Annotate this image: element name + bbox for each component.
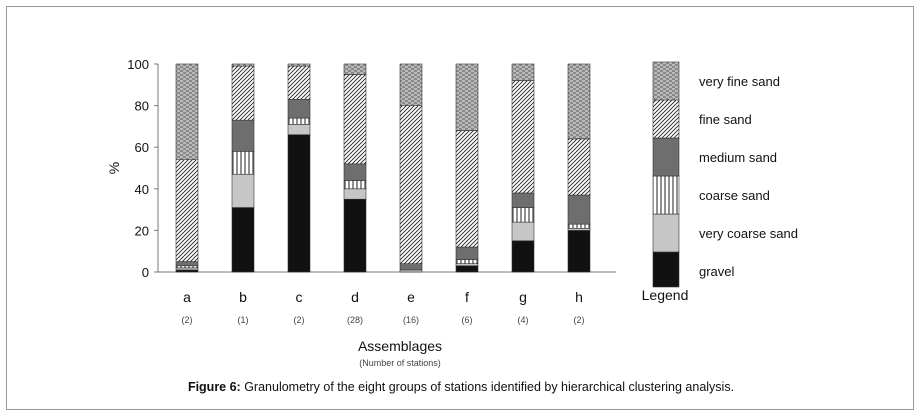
- bar-segment-c-cs: [287, 117, 311, 125]
- bar-segment-g-fs: [511, 80, 535, 194]
- x-tick-sublabel-e: (16): [403, 315, 419, 325]
- bar-segment-c-ms: [287, 99, 311, 119]
- figure-caption-label: Figure 6:: [187, 380, 241, 394]
- legend-title: Legend: [642, 287, 689, 303]
- bar-segment-a-cs: [175, 265, 199, 269]
- legend-label-vcs: very coarse sand: [699, 226, 798, 241]
- legend-swatch-ms: [652, 137, 680, 177]
- figure-caption: Figure 6: Granulometry of the eight grou…: [0, 380, 922, 394]
- legend-swatch-fs: [652, 99, 680, 139]
- bar-segment-b-fs: [231, 65, 255, 121]
- bar-segment-a-fs: [175, 159, 199, 262]
- legend-swatch-gravel: [652, 251, 680, 288]
- legend-swatch-vcs: [652, 213, 680, 253]
- x-tick-label-g: g: [519, 289, 527, 305]
- bar-segment-f-fs: [455, 130, 479, 248]
- legend-label-ms: medium sand: [699, 150, 777, 165]
- bar-segment-f-cs: [455, 259, 479, 264]
- bar-stack-f: [455, 63, 479, 273]
- x-tick-sublabel-f: (6): [462, 315, 473, 325]
- bar-segment-f-vfs: [455, 63, 479, 131]
- x-tick-label-a: a: [183, 289, 191, 305]
- bar-segment-f-vcs: [455, 263, 479, 267]
- x-tick-label-b: b: [239, 289, 247, 305]
- bar-segment-h-vfs: [567, 63, 591, 140]
- x-tick-sublabel-h: (2): [574, 315, 585, 325]
- bar-segment-c-gravel: [287, 134, 311, 273]
- legend: gravel very coarse sand coarse sand medium …: [652, 61, 798, 288]
- bar-segment-a-vfs: [175, 63, 199, 160]
- y-axis: [157, 64, 616, 273]
- legend-label-vfs: very fine sand: [699, 74, 780, 89]
- x-tick-label-c: c: [296, 289, 303, 305]
- legend-label-gravel: gravel: [699, 264, 735, 279]
- y-tick-label: 40: [135, 182, 149, 197]
- x-tick-sublabel-d: (28): [347, 315, 363, 325]
- y-tick-label: 80: [135, 99, 149, 114]
- bar-segment-e-vcs: [399, 269, 423, 273]
- y-tick-label: 20: [135, 223, 149, 238]
- legend-swatch-cs: [652, 175, 680, 215]
- bar-segment-e-fs: [399, 105, 423, 264]
- figure-caption-text: Granulometry of the eight groups of stat…: [240, 380, 735, 394]
- bar-segment-a-ms: [175, 261, 199, 267]
- legend-label-cs: coarse sand: [699, 188, 770, 203]
- bar-segment-a-vcs: [175, 267, 199, 271]
- bar-segment-g-vfs: [511, 63, 535, 81]
- bar-stack-b: [231, 63, 255, 273]
- x-tick-sublabel-g: (4): [518, 315, 529, 325]
- bar-segment-d-cs: [343, 180, 367, 190]
- bar-segment-f-ms: [455, 246, 479, 260]
- x-tick-label-d: d: [351, 289, 359, 305]
- bar-segment-e-vfs: [399, 63, 423, 106]
- bar-segment-b-vcs: [231, 173, 255, 208]
- bar-segment-g-cs: [511, 207, 535, 223]
- x-tick-sublabel-b: (1): [238, 315, 249, 325]
- bar-segment-f-gravel: [455, 265, 479, 273]
- bar-segment-h-ms: [567, 194, 591, 225]
- x-axis-label: Assemblages: [358, 338, 442, 354]
- y-tick-label: 0: [142, 265, 149, 280]
- bar-segment-g-ms: [511, 192, 535, 208]
- y-tick-label: 60: [135, 140, 149, 155]
- legend-label-fs: fine sand: [699, 112, 752, 127]
- bar-segment-d-fs: [343, 74, 367, 165]
- bar-stack-d: [343, 63, 367, 273]
- x-tick-label-f: f: [465, 289, 469, 305]
- bar-segment-b-cs: [231, 151, 255, 175]
- bar-segment-d-vfs: [343, 63, 367, 75]
- bar-segment-h-fs: [567, 138, 591, 196]
- bar-segment-h-gravel: [567, 230, 591, 273]
- bar-segment-a-gravel: [175, 269, 199, 273]
- bar-stack-c: [287, 63, 311, 273]
- x-tick-label-h: h: [575, 289, 583, 305]
- bar-segment-b-vfs: [231, 63, 255, 67]
- bar-segment-c-vfs: [287, 63, 311, 67]
- bar-stack-h: [567, 63, 591, 273]
- bar-segment-c-vcs: [287, 124, 311, 136]
- bar-stack-a: [175, 63, 199, 273]
- bar-stack-g: [511, 63, 535, 273]
- bar-segment-g-gravel: [511, 240, 535, 273]
- bar-segment-d-gravel: [343, 198, 367, 273]
- x-axis-sublabel: (Number of stations): [359, 358, 441, 368]
- bar-segment-d-vcs: [343, 188, 367, 200]
- x-tick-sublabel-a: (2): [182, 315, 193, 325]
- legend-swatch-vfs: [652, 61, 680, 101]
- bar-segment-b-ms: [231, 119, 255, 152]
- x-tick-sublabel-c: (2): [294, 315, 305, 325]
- bar-segment-h-cs: [567, 223, 591, 229]
- x-tick-label-e: e: [407, 289, 415, 305]
- bar-segment-b-gravel: [231, 207, 255, 273]
- bar-stack-e: [399, 63, 423, 273]
- y-tick-label: 100: [127, 57, 149, 72]
- bar-segment-h-vcs: [567, 228, 591, 231]
- figure-frame: [6, 6, 914, 410]
- bar-segment-d-ms: [343, 163, 367, 181]
- bar-segment-e-ms: [399, 263, 423, 271]
- bar-segment-g-vcs: [511, 221, 535, 242]
- y-axis-label: %: [106, 162, 122, 174]
- bar-segment-c-fs: [287, 65, 311, 100]
